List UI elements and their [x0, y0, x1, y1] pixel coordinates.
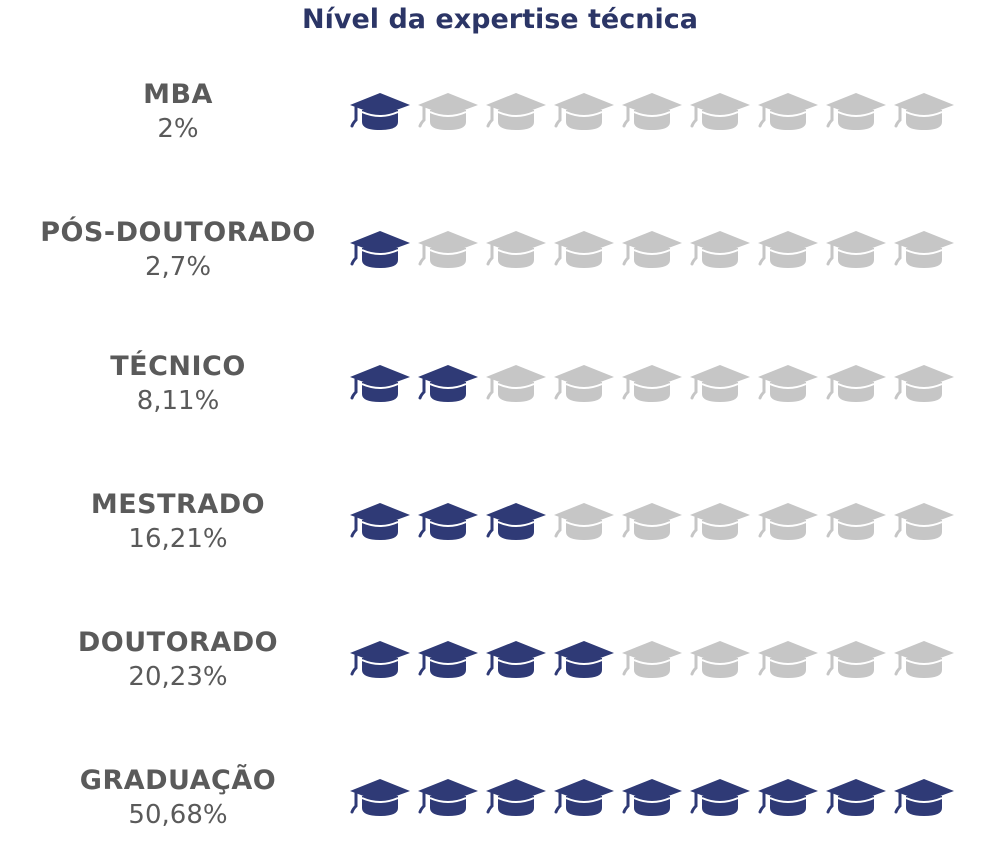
- category-label: TÉCNICO: [110, 351, 246, 382]
- graduation-cap-icon-filled: [350, 641, 410, 678]
- data-label: 2,7%: [144, 252, 212, 282]
- graduation-cap-icon-empty: [826, 231, 886, 268]
- graduation-cap-icon-empty: [894, 641, 954, 678]
- graduation-cap-icon-empty: [690, 231, 750, 268]
- graduation-cap-icon-empty: [826, 641, 886, 678]
- category-label-block: TÉCNICO 8,11%: [28, 350, 328, 418]
- graduation-cap-icon-empty: [690, 365, 750, 402]
- chart-row: DOUTORADO 20,23%: [0, 626, 1000, 706]
- chart-row: MBA 2%: [0, 78, 1000, 158]
- graduation-cap-icon-empty: [418, 93, 478, 130]
- graduation-cap-icon-empty: [554, 365, 614, 402]
- category-label-block: PÓS-DOUTORADO 2,7%: [28, 216, 328, 284]
- data-label: 8,11%: [136, 386, 220, 416]
- graduation-cap-icon-empty: [622, 365, 682, 402]
- graduation-cap-icon-filled: [486, 503, 546, 540]
- category-label-block: DOUTORADO 20,23%: [28, 626, 328, 694]
- graduation-cap-icon-empty: [758, 503, 818, 540]
- graduation-cap-icon-empty: [758, 231, 818, 268]
- category-label: MESTRADO: [90, 489, 266, 520]
- graduation-cap-icon-filled: [826, 779, 886, 816]
- icon-row: [348, 362, 968, 412]
- graduation-cap-icon-empty: [894, 503, 954, 540]
- graduation-cap-icon-empty: [690, 641, 750, 678]
- graduation-cap-icon-empty: [758, 641, 818, 678]
- category-label-block: MESTRADO 16,21%: [28, 488, 328, 556]
- data-label: 16,21%: [128, 524, 228, 554]
- graduation-cap-icon-empty: [894, 231, 954, 268]
- chart-row: GRADUAÇÃO 50,68%: [0, 764, 1000, 844]
- chart-title: Nível da expertise técnica: [302, 4, 698, 35]
- graduation-cap-icon-empty: [690, 503, 750, 540]
- category-label: GRADUAÇÃO: [79, 765, 277, 796]
- graduation-cap-icon-filled: [350, 779, 410, 816]
- chart-row: TÉCNICO 8,11%: [0, 350, 1000, 430]
- graduation-cap-icon-empty: [826, 365, 886, 402]
- graduation-cap-icon-empty: [622, 503, 682, 540]
- category-label-block: MBA 2%: [28, 78, 328, 146]
- icon-row: [348, 500, 968, 550]
- graduation-cap-icon-filled: [350, 503, 410, 540]
- graduation-cap-icon-empty: [486, 231, 546, 268]
- category-label-block: GRADUAÇÃO 50,68%: [28, 764, 328, 832]
- graduation-cap-icon-empty: [554, 231, 614, 268]
- graduation-cap-icon-empty: [690, 93, 750, 130]
- graduation-cap-icon-filled: [418, 503, 478, 540]
- data-label: 20,23%: [128, 662, 228, 692]
- graduation-cap-icon-filled: [350, 231, 410, 268]
- graduation-cap-icon-filled: [418, 365, 478, 402]
- graduation-cap-icon-filled: [350, 365, 410, 402]
- graduation-cap-icon-empty: [418, 231, 478, 268]
- graduation-cap-icon-empty: [826, 503, 886, 540]
- graduation-cap-icon-filled: [554, 641, 614, 678]
- category-label: MBA: [143, 79, 213, 110]
- graduation-cap-icon-filled: [418, 779, 478, 816]
- graduation-cap-icon-filled: [486, 779, 546, 816]
- graduation-cap-icon-empty: [554, 503, 614, 540]
- graduation-cap-icon-empty: [622, 93, 682, 130]
- chart-row: PÓS-DOUTORADO 2,7%: [0, 216, 1000, 296]
- graduation-cap-icon-empty: [486, 93, 546, 130]
- graduation-cap-icon-empty: [486, 365, 546, 402]
- graduation-cap-icon-empty: [622, 231, 682, 268]
- graduation-cap-icon-empty: [758, 365, 818, 402]
- data-label: 50,68%: [128, 800, 228, 830]
- graduation-cap-icon-filled: [350, 93, 410, 130]
- graduation-cap-icon-empty: [554, 93, 614, 130]
- graduation-cap-icon-filled: [554, 779, 614, 816]
- graduation-cap-icon-filled: [486, 641, 546, 678]
- graduation-cap-icon-empty: [758, 93, 818, 130]
- graduation-cap-icon-filled: [894, 779, 954, 816]
- icon-row: [348, 90, 968, 140]
- category-label: DOUTORADO: [77, 627, 279, 658]
- graduation-cap-icon-filled: [758, 779, 818, 816]
- graduation-cap-icon-empty: [622, 641, 682, 678]
- graduation-cap-icon-empty: [894, 93, 954, 130]
- icon-row: [348, 776, 968, 826]
- graduation-cap-icon-filled: [418, 641, 478, 678]
- graduation-cap-icon-empty: [826, 93, 886, 130]
- graduation-cap-icon-filled: [622, 779, 682, 816]
- icon-row: [348, 228, 968, 278]
- icon-row: [348, 638, 968, 688]
- data-label: 2%: [157, 114, 199, 144]
- chart-row: MESTRADO 16,21%: [0, 488, 1000, 568]
- graduation-cap-icon-filled: [690, 779, 750, 816]
- category-label: PÓS-DOUTORADO: [40, 217, 316, 248]
- graduation-cap-icon-empty: [894, 365, 954, 402]
